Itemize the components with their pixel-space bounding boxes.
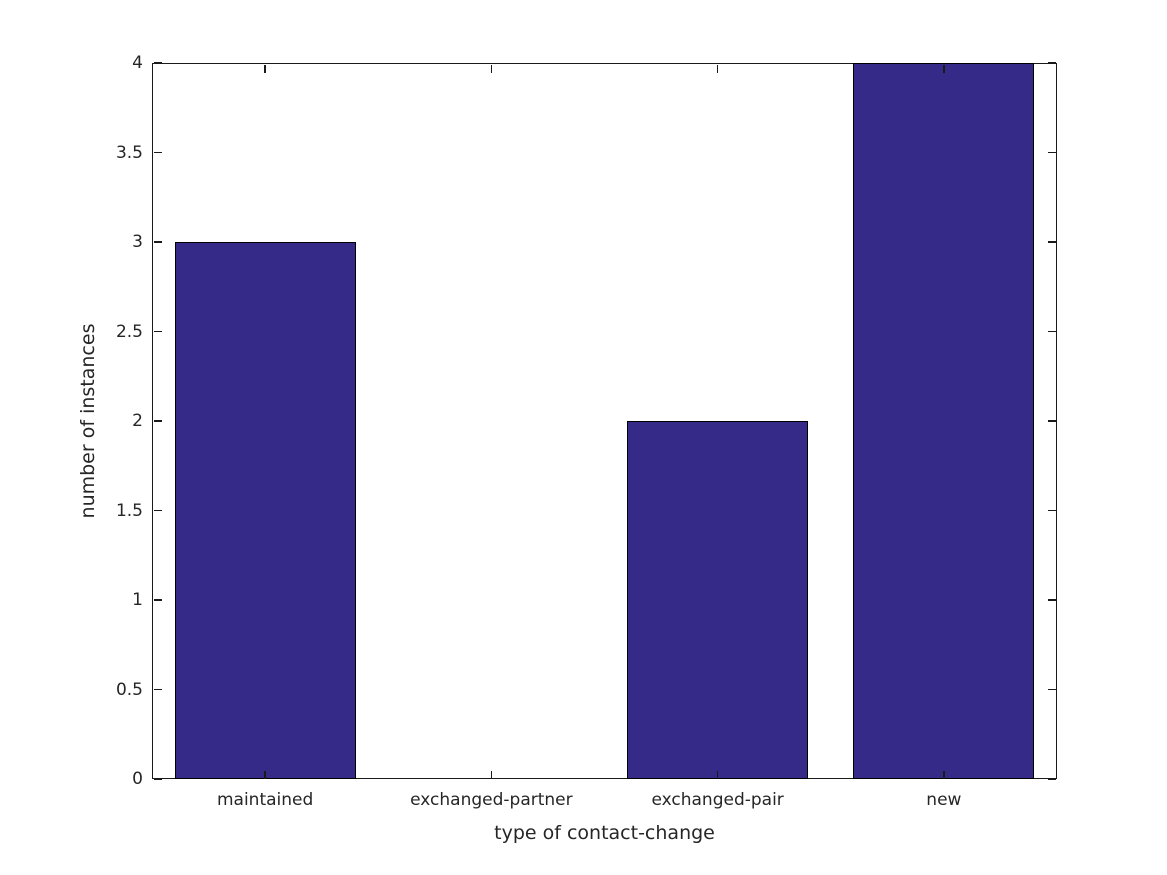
ytick-label-0.5: 0.5: [115, 679, 143, 700]
axis-tick: [1047, 688, 1056, 691]
axis-tick: [943, 771, 945, 779]
bar-exchanged-pair: [627, 421, 809, 779]
axis-tick: [716, 771, 719, 779]
axis-tick: [153, 688, 162, 691]
ytick-label-3.5: 3.5: [115, 142, 143, 163]
xtick-label-exchanged-pair: exchanged-pair: [651, 790, 784, 810]
ytick-label-3: 3: [132, 232, 143, 252]
ytick-label-1.5: 1.5: [115, 500, 143, 521]
axis-tick: [153, 420, 162, 422]
x-axis-label: type of contact-change: [494, 822, 715, 844]
axis-tick: [1047, 420, 1056, 422]
axis-tick: [1047, 599, 1056, 601]
axis-tick: [1047, 151, 1056, 154]
axis-tick: [1047, 509, 1056, 512]
axis-tick: [1047, 330, 1056, 333]
axis-tick: [1047, 62, 1056, 64]
axis-tick: [490, 771, 493, 779]
axis-tick: [153, 241, 162, 243]
y-axis-label: number of instances: [77, 323, 99, 519]
ytick-label-0: 0: [132, 769, 143, 789]
ytick-label-1: 1: [132, 590, 143, 610]
axis-tick: [490, 64, 493, 73]
bar-maintained: [174, 242, 356, 779]
axis-tick: [1047, 778, 1056, 780]
axis-tick: [1047, 241, 1056, 243]
axis-tick: [153, 509, 162, 512]
axis-tick: [153, 330, 162, 333]
bar-new: [853, 63, 1035, 779]
axis-tick: [264, 771, 266, 779]
axis-tick: [153, 599, 162, 601]
axis-tick: [716, 64, 719, 73]
axis-tick: [264, 64, 266, 73]
axis-tick: [943, 64, 945, 73]
axis-tick: [153, 778, 162, 780]
xtick-label-new: new: [926, 790, 962, 810]
axis-tick: [153, 62, 162, 64]
xtick-label-exchanged-partner: exchanged-partner: [410, 790, 573, 810]
ytick-label-2.5: 2.5: [115, 321, 143, 342]
axis-tick: [153, 151, 162, 154]
ytick-label-2: 2: [132, 411, 143, 431]
xtick-label-maintained: maintained: [216, 790, 314, 810]
ytick-label-4: 4: [132, 53, 143, 73]
